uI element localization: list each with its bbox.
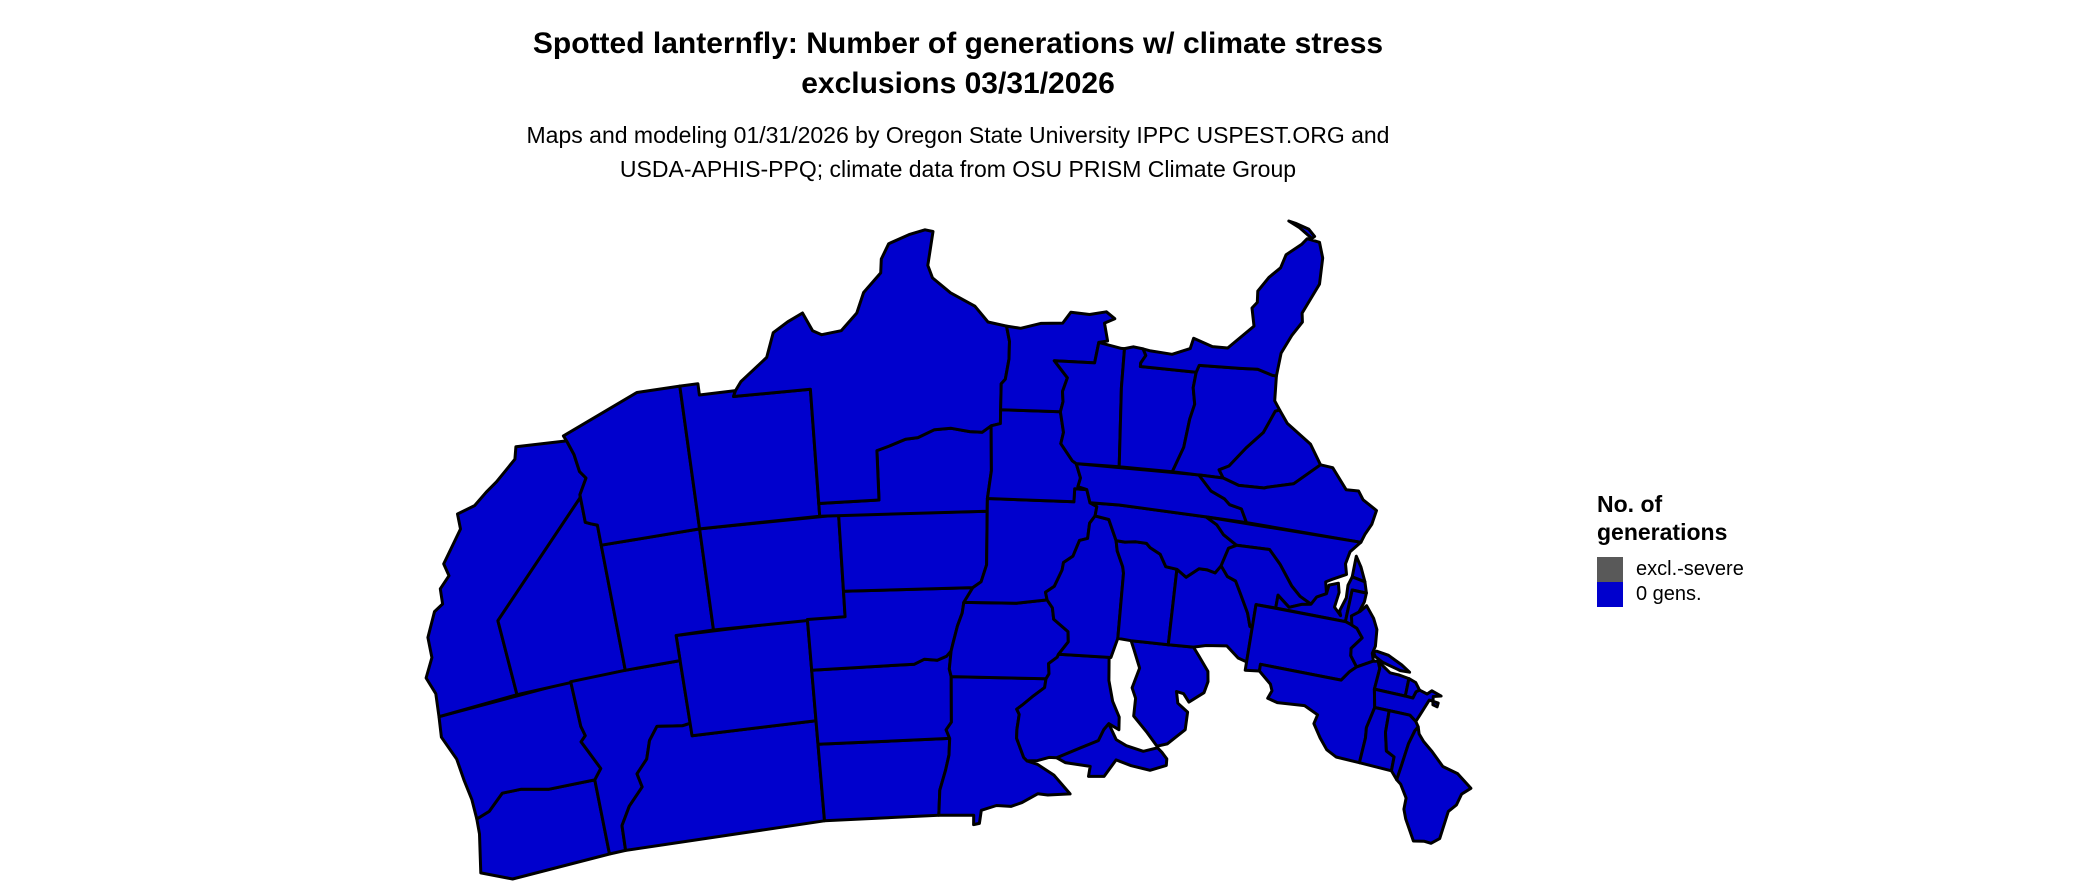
page-title: Spotted lanternfly: Number of generation… (533, 24, 1383, 104)
state-FL (1138, 219, 1325, 378)
legend-swatch-icon (1597, 582, 1623, 607)
page-subtitle-line-2: USDA-APHIS-PPQ; climate data from OSU PR… (619, 156, 1297, 182)
legend-item-label: 0 gens. (1636, 583, 1702, 605)
state-MD (1274, 575, 1368, 624)
state-KS (837, 509, 989, 593)
state-WY (674, 618, 818, 738)
state-MT (620, 719, 826, 852)
legend-title-line-2: generations (1597, 519, 1728, 545)
state-AZ (561, 384, 702, 547)
page-title-line-2: exclusions 03/31/2026 (801, 67, 1115, 100)
page-subtitle-line-1: Maps and modeling 01/31/2026 by Oregon S… (526, 122, 1390, 148)
state-ME (1395, 725, 1473, 845)
legend-items: excl.-severe 0 gens. (1597, 557, 1744, 607)
legend-item-label: excl.-severe (1636, 558, 1744, 580)
page-subtitle: Maps and modeling 01/31/2026 by Oregon S… (527, 118, 1390, 186)
state-NM (678, 382, 822, 531)
page-title-line-1: Spotted lanternfly: Number of generation… (532, 27, 1384, 60)
legend-item-excl-severe: excl.-severe (1597, 557, 1744, 582)
legend-title-line-1: No. of (1597, 491, 1663, 517)
state-NC (1197, 463, 1378, 544)
state-MI (1055, 639, 1210, 778)
legend: No. of generations excl.-severe 0 gens. (1597, 490, 1744, 607)
legend-item-0-gens: 0 gens. (1597, 582, 1744, 607)
state-TX (732, 228, 1011, 505)
legend-swatch-icon (1597, 557, 1623, 582)
state-CO (698, 513, 847, 632)
state-ND (816, 736, 952, 823)
